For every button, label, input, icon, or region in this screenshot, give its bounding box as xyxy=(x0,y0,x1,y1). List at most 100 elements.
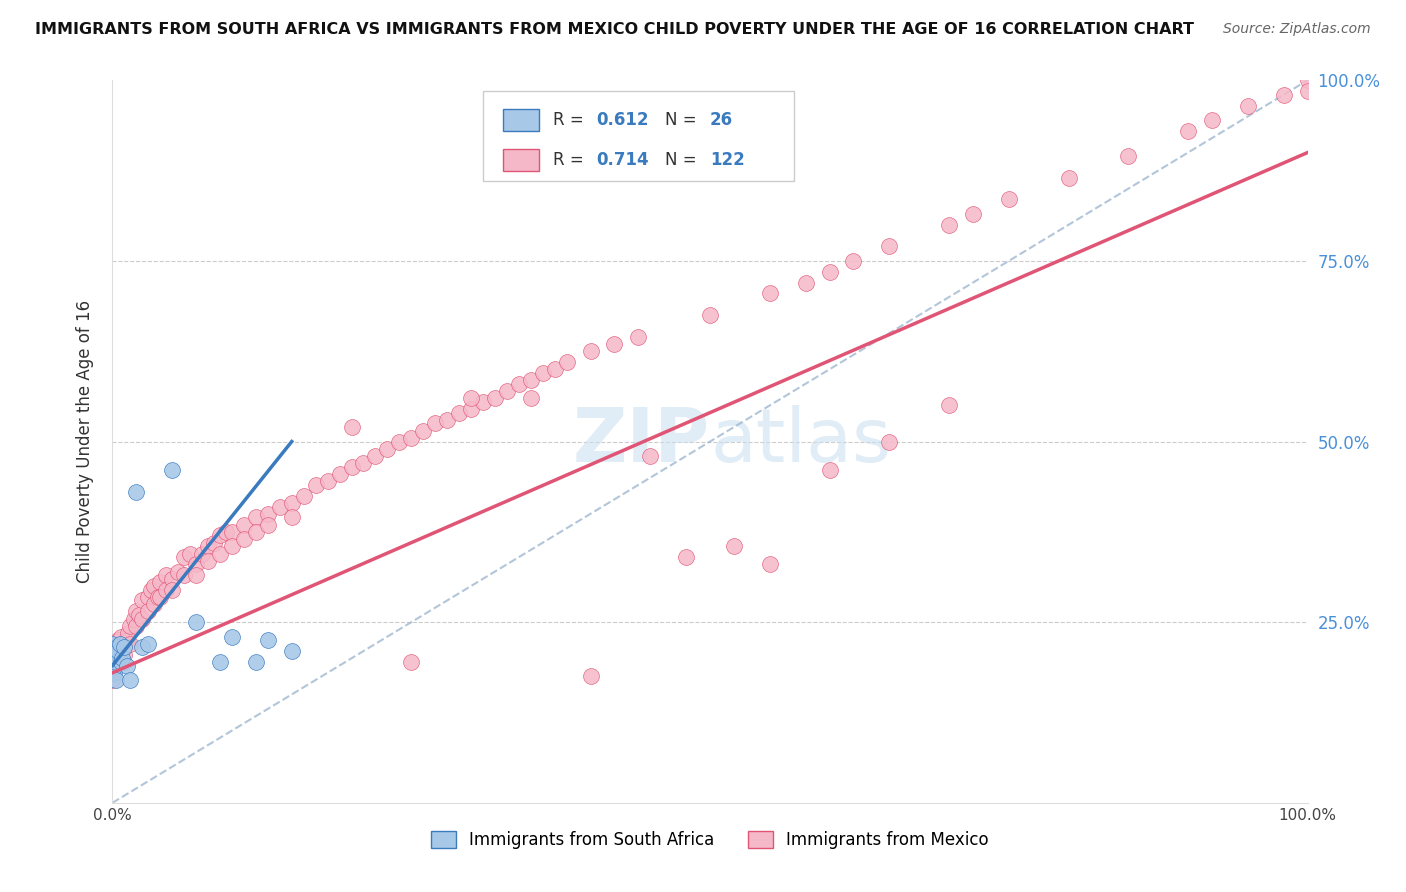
Point xyxy=(579,344,602,359)
Point xyxy=(257,517,280,532)
Point xyxy=(162,582,183,597)
Point xyxy=(233,517,256,532)
Point xyxy=(105,673,128,687)
Point xyxy=(122,611,145,625)
Point xyxy=(1057,170,1080,185)
Point xyxy=(131,611,153,625)
Point xyxy=(364,449,387,463)
Point xyxy=(221,630,243,644)
Point xyxy=(412,424,434,438)
Point xyxy=(329,467,352,481)
Point xyxy=(627,330,650,344)
Text: ZIP: ZIP xyxy=(572,405,710,478)
Point xyxy=(257,633,280,648)
Point xyxy=(110,655,132,669)
Text: N =: N = xyxy=(665,111,702,129)
Point xyxy=(543,362,565,376)
Point xyxy=(401,431,423,445)
Point xyxy=(281,496,304,510)
Point xyxy=(579,669,602,683)
Point xyxy=(460,391,482,405)
Point xyxy=(179,547,201,561)
Point xyxy=(101,637,124,651)
Point xyxy=(108,637,131,651)
Point xyxy=(723,539,745,553)
Point xyxy=(496,384,519,398)
Point xyxy=(186,558,208,572)
Point xyxy=(245,655,267,669)
Point xyxy=(125,604,148,618)
Point xyxy=(305,478,328,492)
Point xyxy=(162,572,183,586)
Point xyxy=(640,449,662,463)
Point xyxy=(120,673,142,687)
Point xyxy=(111,640,134,655)
Point xyxy=(447,406,470,420)
Point xyxy=(101,640,124,655)
Point xyxy=(103,665,125,680)
Point xyxy=(112,655,135,669)
Point xyxy=(1237,98,1260,112)
Point xyxy=(340,420,363,434)
Point xyxy=(1177,124,1199,138)
Point xyxy=(115,658,138,673)
Point xyxy=(484,391,506,405)
Point xyxy=(377,442,399,456)
Point xyxy=(101,662,124,676)
Point xyxy=(388,434,411,449)
Point xyxy=(114,637,135,651)
Point xyxy=(269,500,291,514)
Point xyxy=(879,434,901,449)
Point xyxy=(197,539,219,553)
Point xyxy=(221,539,243,553)
Point xyxy=(107,633,129,648)
Point xyxy=(143,597,166,611)
Point xyxy=(879,239,901,253)
Point xyxy=(281,510,304,524)
Point xyxy=(460,402,482,417)
Point xyxy=(107,644,129,658)
Point xyxy=(818,265,841,279)
Point xyxy=(173,568,195,582)
Point xyxy=(128,607,150,622)
Point xyxy=(603,337,626,351)
Point xyxy=(101,655,124,669)
Point xyxy=(818,463,841,477)
Point xyxy=(759,286,782,301)
Point xyxy=(1296,73,1319,87)
Text: Source: ZipAtlas.com: Source: ZipAtlas.com xyxy=(1223,22,1371,37)
Point xyxy=(111,651,134,665)
Point xyxy=(149,575,172,590)
Point xyxy=(425,417,447,431)
Point xyxy=(131,640,153,655)
Point xyxy=(209,655,232,669)
Point xyxy=(105,644,128,658)
Point xyxy=(104,640,127,655)
Text: 26: 26 xyxy=(710,111,733,129)
Point xyxy=(699,308,721,322)
Point xyxy=(108,640,131,655)
Text: N =: N = xyxy=(665,151,702,169)
Legend: Immigrants from South Africa, Immigrants from Mexico: Immigrants from South Africa, Immigrants… xyxy=(425,824,995,856)
Point xyxy=(110,630,132,644)
Point xyxy=(794,276,817,290)
Point xyxy=(520,391,543,405)
Point xyxy=(115,633,138,648)
Point xyxy=(197,554,219,568)
Text: IMMIGRANTS FROM SOUTH AFRICA VS IMMIGRANTS FROM MEXICO CHILD POVERTY UNDER THE A: IMMIGRANTS FROM SOUTH AFRICA VS IMMIGRAN… xyxy=(35,22,1194,37)
Point xyxy=(105,637,128,651)
Point xyxy=(131,593,153,607)
Point xyxy=(531,366,554,380)
Point xyxy=(138,590,160,604)
Y-axis label: Child Poverty Under the Age of 16: Child Poverty Under the Age of 16 xyxy=(76,300,94,583)
Point xyxy=(125,619,148,633)
Point xyxy=(962,207,984,221)
Point xyxy=(1118,149,1140,163)
Point xyxy=(191,547,214,561)
Text: 0.612: 0.612 xyxy=(596,111,650,129)
Point xyxy=(104,658,127,673)
FancyBboxPatch shape xyxy=(503,149,538,170)
Point xyxy=(352,456,374,470)
Point xyxy=(149,590,172,604)
Text: 0.714: 0.714 xyxy=(596,151,650,169)
